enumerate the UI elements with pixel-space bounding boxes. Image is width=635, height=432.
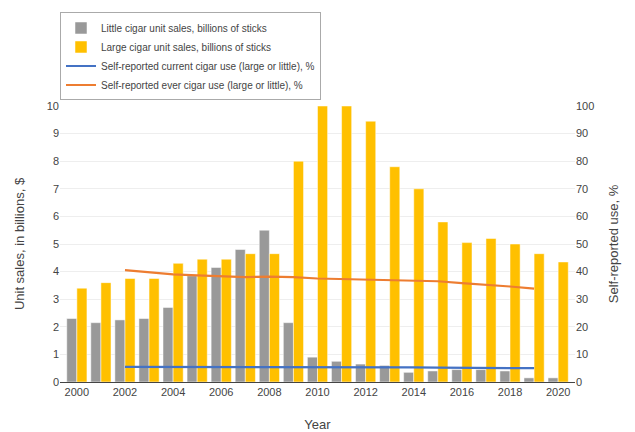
svg-text:70: 70 — [576, 183, 588, 195]
svg-text:2014: 2014 — [402, 386, 426, 398]
svg-text:40: 40 — [576, 265, 588, 277]
svg-text:20: 20 — [576, 321, 588, 333]
svg-text:5: 5 — [53, 238, 59, 250]
svg-text:2020: 2020 — [546, 386, 570, 398]
svg-text:2012: 2012 — [353, 386, 377, 398]
svg-text:60: 60 — [576, 210, 588, 222]
svg-text:Little cigar unit sales, billi: Little cigar unit sales, billions of sti… — [101, 23, 267, 34]
svg-text:0: 0 — [53, 376, 59, 388]
svg-text:4: 4 — [53, 265, 59, 277]
svg-text:100: 100 — [576, 100, 594, 112]
svg-text:Year: Year — [304, 417, 331, 432]
svg-text:9: 9 — [53, 127, 59, 139]
svg-text:2: 2 — [53, 321, 59, 333]
svg-text:2008: 2008 — [257, 386, 281, 398]
svg-text:30: 30 — [576, 293, 588, 305]
svg-text:0: 0 — [576, 376, 582, 388]
svg-text:2006: 2006 — [209, 386, 233, 398]
svg-text:Large cigar unit sales, billio: Large cigar unit sales, billions of stic… — [101, 42, 271, 53]
svg-text:2010: 2010 — [305, 386, 329, 398]
svg-text:6: 6 — [53, 210, 59, 222]
svg-text:10: 10 — [47, 100, 59, 112]
svg-text:2000: 2000 — [65, 386, 89, 398]
svg-text:10: 10 — [576, 348, 588, 360]
svg-text:2018: 2018 — [498, 386, 522, 398]
svg-text:Self-reported ever cigar use (: Self-reported ever cigar use (large or l… — [101, 80, 303, 91]
svg-text:2016: 2016 — [450, 386, 474, 398]
svg-text:Unit sales, in billions, $: Unit sales, in billions, $ — [12, 177, 27, 310]
svg-text:2004: 2004 — [161, 386, 185, 398]
svg-text:8: 8 — [53, 155, 59, 167]
svg-text:1: 1 — [53, 348, 59, 360]
svg-text:90: 90 — [576, 127, 588, 139]
svg-text:7: 7 — [53, 183, 59, 195]
svg-text:2002: 2002 — [113, 386, 137, 398]
svg-text:3: 3 — [53, 293, 59, 305]
svg-text:80: 80 — [576, 155, 588, 167]
svg-text:Self-reported use, %: Self-reported use, % — [606, 184, 621, 303]
svg-text:50: 50 — [576, 238, 588, 250]
svg-text:Self-reported current cigar us: Self-reported current cigar use (large o… — [101, 61, 315, 72]
